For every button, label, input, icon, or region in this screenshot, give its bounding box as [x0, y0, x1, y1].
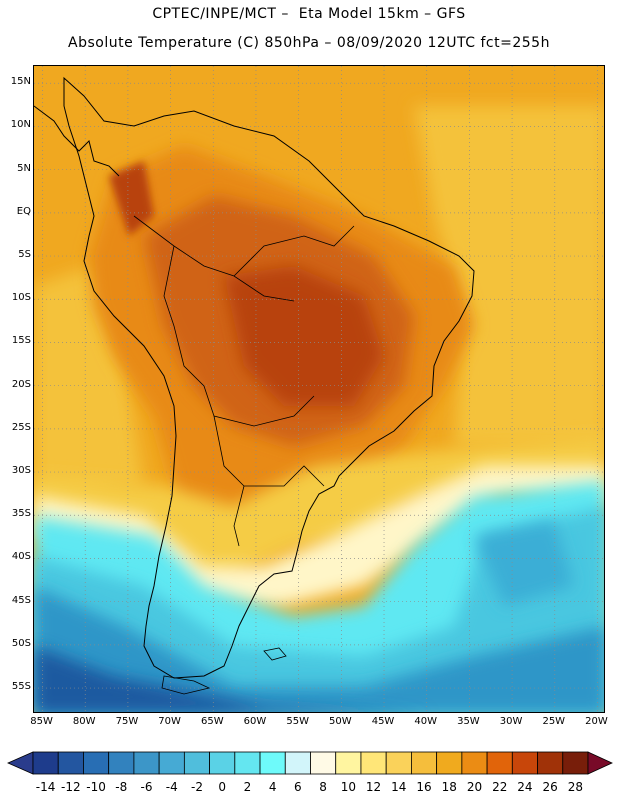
temperature-colorbar — [7, 751, 613, 775]
colorbar-segment — [360, 751, 387, 775]
colorbar-segment — [183, 751, 210, 775]
colorbar-segment — [209, 751, 236, 775]
latitude-tick-label: 5N — [17, 162, 31, 174]
latitude-tick-label: 50S — [11, 637, 31, 649]
colorbar-tick-label: 20 — [466, 780, 483, 794]
central-america-coastline — [34, 105, 120, 177]
colorbar-segment — [335, 751, 362, 775]
colorbar-tick-label: 0 — [218, 780, 227, 794]
colorbar-segment — [562, 751, 589, 775]
colorbar-tick-label: -8 — [115, 780, 128, 794]
colorbar-segment — [461, 751, 488, 775]
colorbar-segment — [284, 751, 311, 775]
colorbar-tick-label: -4 — [165, 780, 178, 794]
colorbar-tick-label: 10 — [340, 780, 356, 794]
colorbar-segment — [133, 751, 160, 775]
country-borders — [133, 215, 355, 547]
colorbar-segment — [83, 751, 110, 775]
latitude-tick-label: 30S — [11, 465, 31, 477]
colorbar-segment — [537, 751, 564, 775]
northwest-hot-spot — [109, 161, 154, 236]
longitude-tick-label: 40W — [414, 716, 438, 727]
colorbar-tick-label: 8 — [319, 780, 327, 794]
longitude-tick-label: 60W — [243, 716, 267, 727]
latitude-tick-label: EQ — [16, 205, 31, 217]
latitude-tick-label: 55S — [11, 681, 31, 693]
colorbar-tick-label: -14 — [35, 780, 56, 794]
longitude-tick-label: 30W — [499, 716, 523, 727]
latitude-tick-label: 15N — [10, 76, 31, 88]
colorbar-segment — [385, 751, 412, 775]
colorbar-under-arrow — [7, 751, 34, 775]
latitude-tick-label: 10S — [11, 292, 31, 304]
colorbar-segment — [57, 751, 84, 775]
longitude-tick-label: 25W — [542, 716, 566, 727]
colorbar-tick-label: 22 — [492, 780, 508, 794]
colorbar-tick-label: -12 — [61, 780, 81, 794]
colorbar-tick-label: -10 — [86, 780, 106, 794]
longitude-tick-label: 80W — [72, 716, 96, 727]
longitude-tick-label: 55W — [286, 716, 309, 727]
longitude-tick-label: 70W — [158, 716, 181, 727]
colorbar-tick-label: 14 — [391, 780, 407, 794]
longitude-tick-label: 50W — [329, 716, 352, 727]
latitude-tick-label: 5S — [18, 249, 31, 261]
latitude-tick-label: 45S — [11, 594, 31, 606]
colorbar-segment — [32, 751, 59, 775]
colorbar-tick-label: 28 — [567, 780, 584, 794]
colorbar-tick-label: 4 — [268, 780, 277, 794]
colorbar-segment — [108, 751, 135, 775]
colorbar-tick-label: -6 — [140, 780, 153, 794]
latitude-tick-label: 15S — [11, 335, 31, 347]
atlantic-cold-pool — [474, 521, 574, 606]
south-america-coastline — [63, 76, 475, 679]
colorbar-segment — [259, 751, 286, 775]
colorbar-segment — [411, 751, 438, 775]
colorbar-tick-label: 6 — [294, 780, 302, 794]
blue-region — [34, 586, 604, 712]
colorbar-segment — [486, 751, 513, 775]
hottest-core-region — [224, 266, 384, 406]
latitude-tick-label: 35S — [11, 508, 31, 520]
temperature-field — [34, 66, 604, 712]
colorbar-tick-label: 26 — [542, 780, 558, 794]
longitude-tick-label: 45W — [371, 716, 395, 727]
colorbar-segment — [158, 751, 185, 775]
tierra-del-fuego — [161, 675, 211, 695]
longitude-tick-label: 85W — [30, 716, 53, 727]
falkland-islands — [263, 647, 287, 661]
lat-lon-grid — [34, 66, 604, 712]
colorbar-segment — [511, 751, 538, 775]
latitude-tick-label: 20S — [11, 378, 31, 390]
colorbar-tick-label: 2 — [243, 780, 252, 794]
colorbar-segment — [234, 751, 261, 775]
colorbar-tick-label: 18 — [441, 780, 457, 794]
colorbar-segment — [436, 751, 463, 775]
temperature-map[interactable] — [33, 65, 605, 713]
latitude-tick-label: 25S — [11, 421, 31, 433]
longitude-tick-label: 20W — [585, 716, 608, 727]
map-title-line2: Absolute Temperature (C) 850hPa – 08/09/… — [68, 35, 550, 51]
map-title-line1: CPTEC/INPE/MCT – Eta Model 15km – GFS — [152, 6, 466, 22]
colorbar-tick-label: 24 — [517, 780, 533, 794]
deep-blue-region — [34, 646, 392, 712]
latitude-tick-label: 10N — [10, 119, 31, 131]
pacific-shading — [34, 266, 144, 506]
colorbar-over-arrow — [587, 751, 613, 775]
colorbar-segment — [310, 751, 337, 775]
tropical-ocean-shading — [414, 106, 604, 446]
longitude-tick-label: 35W — [457, 716, 480, 727]
longitude-tick-label: 65W — [200, 716, 224, 727]
colorbar-tick-label: 12 — [365, 780, 382, 794]
colorbar-tick-label: 16 — [416, 780, 432, 794]
colorbar-tick-label: -2 — [190, 780, 203, 794]
longitude-tick-label: 75W — [115, 716, 139, 727]
latitude-tick-label: 40S — [11, 551, 31, 563]
